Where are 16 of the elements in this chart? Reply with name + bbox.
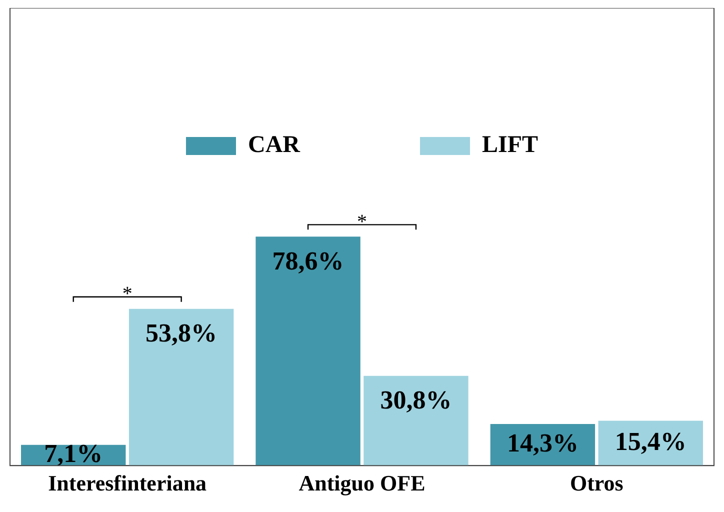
text: * [357, 210, 367, 233]
data-label: 53,8% [146, 318, 218, 348]
data-label: 30,8% [380, 386, 452, 415]
bar [364, 376, 468, 466]
legend-label: LIFT [482, 132, 538, 158]
data-label: 14,3% [506, 428, 578, 458]
data-label: 15,4% [614, 426, 686, 456]
x-tick-label: Otros [570, 470, 624, 496]
bar [128, 308, 234, 466]
x-tick-label: Antiguo OFE [298, 470, 426, 496]
legend-label: CAR [248, 132, 301, 158]
data-label: 78,6% [272, 246, 344, 276]
annotation: * [122, 283, 132, 306]
x-tick-label: Interesfinteriana [48, 470, 207, 496]
data-label: 7,1% [44, 438, 103, 468]
bar [256, 236, 360, 466]
